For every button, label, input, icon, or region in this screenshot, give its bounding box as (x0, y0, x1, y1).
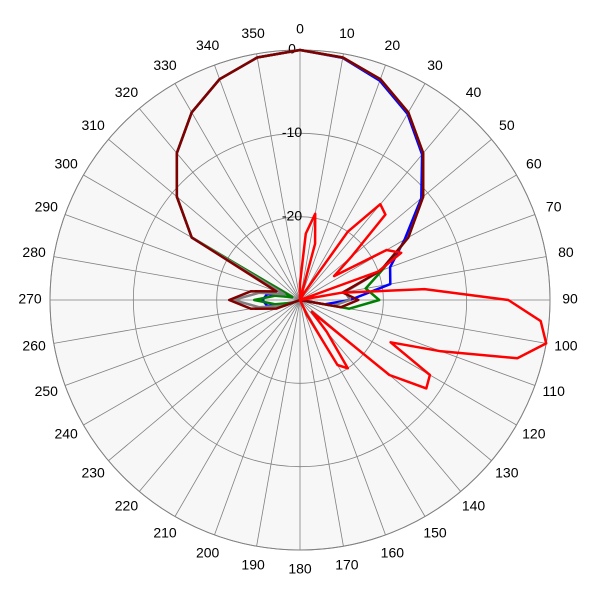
angle-label: 100 (554, 338, 578, 354)
spoke (138, 299, 301, 492)
angle-label: 290 (35, 198, 59, 214)
angle-label: 340 (196, 37, 220, 53)
angle-label: 20 (385, 37, 401, 53)
ring (132, 132, 468, 468)
angle-label: 110 (543, 383, 566, 399)
spoke (299, 53, 344, 301)
angle-label: 120 (522, 426, 546, 442)
spoke (299, 299, 517, 426)
spoke (256, 53, 301, 301)
angle-label: 0 (296, 21, 304, 37)
angle-label: 310 (81, 117, 105, 133)
series-line (175, 48, 425, 310)
r-tick-label: -20 (282, 207, 302, 223)
angle-label: 170 (335, 557, 359, 573)
angle-label: 250 (35, 383, 59, 399)
spoke (299, 299, 536, 386)
spoke (174, 299, 301, 517)
angle-label: 130 (495, 464, 519, 480)
spoke (108, 138, 301, 301)
angle-label: 50 (499, 117, 515, 133)
spoke (108, 299, 301, 462)
r-tick-label: -10 (282, 124, 302, 140)
spoke (299, 64, 386, 301)
angle-label: 260 (22, 338, 46, 354)
angle-label: 10 (339, 25, 355, 41)
angle-label: 280 (22, 244, 46, 260)
angle-label: 270 (18, 291, 42, 307)
r-tick-label: 0 (288, 41, 296, 57)
angle-label: 180 (288, 561, 312, 577)
angle-label: 230 (81, 464, 105, 480)
spoke (299, 83, 426, 301)
angle-label: 40 (466, 84, 482, 100)
angle-label: 80 (558, 244, 574, 260)
spoke (299, 138, 492, 301)
spoke (299, 299, 344, 547)
spoke (83, 299, 301, 426)
spoke (214, 64, 301, 301)
angle-label: 160 (381, 544, 405, 560)
spoke (256, 299, 301, 547)
angle-label: 330 (153, 57, 177, 73)
angle-label: 60 (526, 156, 542, 172)
spoke (64, 214, 301, 301)
spoke (64, 299, 301, 386)
angle-label: 70 (546, 198, 562, 214)
angle-label: 220 (115, 498, 139, 514)
angle-label: 90 (562, 291, 578, 307)
spoke (174, 83, 301, 301)
spoke (138, 108, 301, 301)
spoke (299, 299, 386, 536)
angle-label: 320 (115, 84, 139, 100)
angle-label: 300 (54, 156, 78, 172)
angle-label: 240 (54, 426, 78, 442)
series-line (298, 202, 548, 390)
angle-label: 210 (153, 525, 177, 541)
spoke (214, 299, 301, 536)
angle-label: 140 (462, 498, 486, 514)
ring (216, 216, 384, 384)
angle-label: 350 (241, 25, 265, 41)
angle-label: 150 (423, 525, 447, 541)
angle-label: 190 (241, 557, 265, 573)
angle-label: 30 (427, 57, 443, 73)
angle-label: 200 (196, 544, 220, 560)
